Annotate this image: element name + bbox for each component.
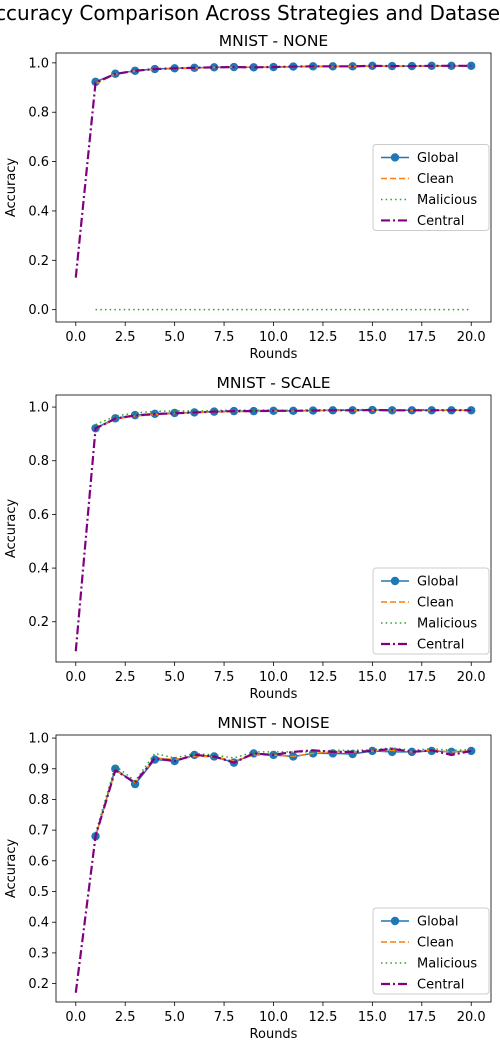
axes-frame: [55, 734, 492, 1003]
data-point-global: [91, 77, 100, 87]
series-line-malicious: [94, 747, 472, 834]
y-tick-label: 0.4: [28, 204, 49, 219]
legend-marker: [390, 916, 400, 926]
y-tick-label: 0.0: [28, 303, 49, 318]
legend-label-global: Global: [417, 575, 458, 590]
y-tick-label: 0.4: [28, 916, 49, 931]
x-tick-label: 0.0: [65, 1010, 86, 1025]
x-axis-label: Rounds: [250, 687, 298, 702]
x-tick-label: 17.5: [407, 670, 436, 685]
x-tick-label: 20.0: [457, 1010, 486, 1025]
legend: Global Clean Malicious Central: [372, 143, 490, 231]
subplot-1: MNIST - NONE 0.0 2.5 5.0 7.5 10.0 12.5 15.0 17.5…: [4, 32, 492, 362]
data-point-global: [447, 61, 456, 71]
x-tick-label: 15.0: [358, 1010, 387, 1025]
series-line-global: [94, 750, 472, 837]
y-tick-label: 1.0: [28, 56, 49, 71]
legend-box: [372, 907, 490, 995]
y-tick-label: 0.6: [28, 155, 49, 170]
y-tick-label: 1.0: [28, 732, 49, 747]
x-tick-label: 2.5: [115, 330, 136, 345]
y-tick-label: 0.6: [28, 508, 49, 523]
y-tick-label: 0.4: [28, 562, 49, 577]
x-tick-label: 20.0: [457, 330, 486, 345]
y-axis-label: Accuracy: [4, 158, 19, 218]
figure-suptitle: Accuracy Comparison Across Strategies an…: [0, 1, 500, 25]
legend-box: [372, 567, 490, 655]
subplot-3: MNIST - NOISE 0.0 2.5 5.0 7.5 10.0 12.5 15.0 17.…: [4, 714, 492, 1042]
y-tick-label: 0.2: [28, 977, 49, 992]
subplot-2: MNIST - SCALE 0.0 2.5 5.0 7.5 10.0 12.5 15.0 17.…: [4, 374, 492, 702]
y-tick-label: 0.2: [28, 615, 49, 630]
legend-label-clean: Clean: [417, 172, 454, 187]
x-tick-label: 12.5: [308, 1010, 337, 1025]
legend-label-global: Global: [417, 151, 458, 166]
data-point-global: [249, 63, 258, 72]
subplot-title: MNIST - NOISE: [217, 714, 329, 732]
x-tick-label: 17.5: [407, 330, 436, 345]
legend-label-global: Global: [417, 915, 458, 930]
y-tick-label: 1.0: [28, 401, 49, 416]
plot-area: [74, 746, 476, 993]
data-point-global: [249, 406, 258, 416]
x-tick-label: 7.5: [214, 670, 235, 685]
legend: Global Clean Malicious Central: [372, 907, 490, 995]
x-tick-label: 20.0: [457, 670, 486, 685]
legend-box: [372, 143, 490, 231]
y-tick-label: 0.6: [28, 854, 49, 869]
y-axis-label: Accuracy: [4, 839, 19, 899]
legend-label-clean: Clean: [417, 596, 454, 611]
y-tick-label: 0.7: [28, 824, 49, 839]
legend-label-central: Central: [417, 214, 464, 229]
legend-label-central: Central: [417, 978, 464, 993]
series-line-central: [74, 408, 472, 652]
x-tick-label: 17.5: [407, 1010, 436, 1025]
x-tick-label: 10.0: [259, 1010, 288, 1025]
y-tick-label: 0.5: [28, 885, 49, 900]
x-tick-label: 7.5: [214, 1010, 235, 1025]
y-tick-label: 0.2: [28, 254, 49, 269]
legend-marker: [390, 576, 400, 586]
subplots: MNIST - NONE 0.0 2.5 5.0 7.5 10.0 12.5 15.0 17.5…: [4, 32, 492, 1042]
x-axis-label: Rounds: [250, 347, 298, 362]
x-tick-label: 10.0: [259, 670, 288, 685]
data-point-global: [130, 66, 140, 75]
x-tick-label: 12.5: [308, 330, 337, 345]
x-tick-label: 5.0: [164, 330, 185, 345]
x-tick-label: 7.5: [214, 330, 235, 345]
legend: Global Clean Malicious Central: [372, 567, 490, 655]
x-tick-label: 5.0: [164, 1010, 185, 1025]
series-line-central: [74, 747, 472, 993]
y-tick-label: 0.3: [28, 946, 49, 961]
legend-marker: [390, 153, 400, 162]
y-tick-label: 0.8: [28, 454, 49, 469]
subplot-title: MNIST - NONE: [219, 32, 328, 50]
legend-label-central: Central: [417, 638, 464, 653]
axes-frame: [55, 52, 492, 323]
series-line-central: [74, 64, 472, 278]
plot-area: [74, 61, 476, 311]
legend-label-clean: Clean: [417, 936, 454, 951]
x-tick-label: 12.5: [308, 670, 337, 685]
subplot-title: MNIST - SCALE: [217, 374, 331, 392]
legend-label-malicious: Malicious: [417, 617, 477, 632]
x-tick-label: 0.0: [65, 670, 86, 685]
y-tick-label: 0.8: [28, 793, 49, 808]
x-tick-label: 2.5: [115, 670, 136, 685]
y-tick-label: 0.9: [28, 762, 49, 777]
x-tick-label: 2.5: [115, 1010, 136, 1025]
x-tick-label: 0.0: [65, 330, 86, 345]
legend-label-malicious: Malicious: [417, 957, 477, 972]
y-axis-label: Accuracy: [4, 499, 19, 559]
plot-area: [74, 405, 476, 652]
y-tick-label: 0.8: [28, 106, 49, 121]
x-tick-label: 15.0: [358, 330, 387, 345]
legend-label-malicious: Malicious: [417, 193, 477, 208]
x-tick-label: 15.0: [358, 670, 387, 685]
x-axis-label: Rounds: [250, 1027, 298, 1042]
x-tick-label: 10.0: [259, 330, 288, 345]
x-tick-label: 5.0: [164, 670, 185, 685]
axes-frame: [55, 394, 492, 663]
